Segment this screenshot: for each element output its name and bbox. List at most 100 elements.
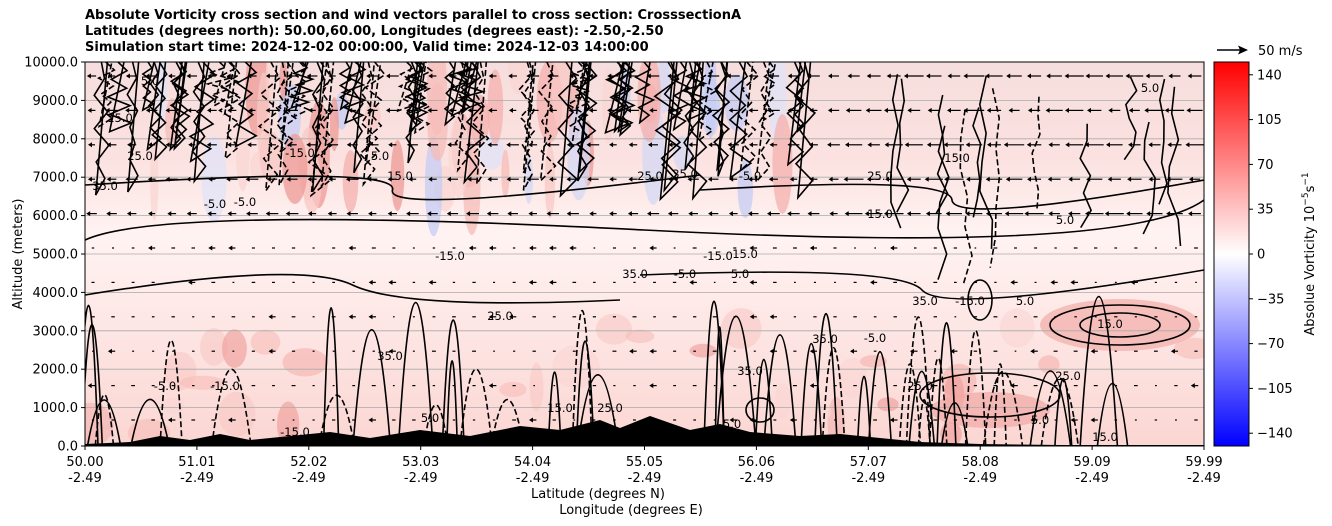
- wind-vector-head: [944, 176, 949, 182]
- wind-vector-head: [749, 245, 754, 251]
- wind-vector-head: [950, 348, 955, 354]
- wind-vector-head: [1190, 383, 1195, 389]
- wind-vector-head: [947, 73, 952, 79]
- wind-vector-head: [1003, 142, 1008, 148]
- contour-line: [234, 62, 258, 148]
- wind-vector-head: [865, 107, 870, 113]
- contour-line: [982, 370, 1024, 446]
- contour-line: [1031, 96, 1041, 210]
- wind-vector-head: [207, 211, 212, 217]
- x-tick-label-lon: -2.49: [963, 471, 997, 486]
- wind-vector-head: [1104, 211, 1109, 217]
- wind-vector-head: [1048, 142, 1053, 148]
- wind-vector-head: [667, 107, 672, 113]
- wind-vector-head: [286, 107, 291, 113]
- vorticity-patch: [259, 131, 283, 183]
- colorbar-ticks: 140 105 70 35 0 −35 −70 −105 −140: [1249, 68, 1293, 442]
- wind-vector-head: [566, 176, 571, 182]
- wind-vector-head: [904, 142, 909, 148]
- vorticity-patch: [508, 62, 528, 94]
- contour-line: [908, 370, 936, 446]
- vorticity-patch: [737, 159, 754, 218]
- wind-vector-head: [687, 176, 692, 182]
- vorticity-patch: [200, 328, 228, 366]
- contour-line: [714, 326, 725, 446]
- contour-line: [318, 394, 356, 446]
- wind-vector-head: [208, 245, 213, 251]
- wind-vector-head: [227, 211, 232, 217]
- wind-vector-head: [508, 73, 513, 79]
- wind-vector-head: [549, 279, 554, 285]
- contour-label: 35.0: [92, 179, 118, 193]
- contour-line: [471, 62, 490, 185]
- wind-vector-head: [1065, 107, 1069, 113]
- title-line-3: Simulation start time: 2024-12-02 00:00:…: [85, 40, 649, 55]
- wind-vector-head: [105, 107, 110, 113]
- contour-line: [441, 319, 465, 446]
- contour-line: [653, 62, 682, 202]
- wind-vector-head: [809, 142, 813, 148]
- wind-vector-head: [327, 211, 332, 217]
- y-tick-label: 2000.0: [33, 363, 79, 378]
- x-tick-label-lat: 55.05: [626, 455, 663, 470]
- contour-line: [668, 62, 691, 132]
- colorbar-tick-label: −105: [1257, 382, 1293, 397]
- wind-vector-head: [506, 142, 511, 148]
- contour-line: [364, 62, 387, 167]
- wind-vector-head: [207, 73, 212, 79]
- vorticity-patch: [342, 150, 359, 213]
- wind-vector-head: [287, 142, 292, 148]
- wind-vector-head: [188, 279, 193, 285]
- wind-vector-head: [346, 142, 351, 148]
- wind-vector-head: [689, 279, 694, 285]
- contour-line: [889, 74, 902, 229]
- wind-vector-head: [488, 73, 493, 79]
- wind-vector-head: [265, 211, 270, 217]
- wind-vector-head: [528, 279, 533, 285]
- wind-vector-head: [890, 245, 895, 251]
- colorbar-tick-label: −140: [1257, 427, 1293, 442]
- wind-vector-head: [907, 107, 912, 113]
- wind-vector-head: [688, 142, 693, 148]
- vorticity-patch: [499, 381, 527, 398]
- contour-line: [898, 363, 922, 446]
- contour-line: [814, 312, 838, 446]
- contour-label: 5.0: [1016, 294, 1034, 308]
- wind-vector-head: [228, 417, 233, 423]
- wind-vector-head: [926, 142, 931, 148]
- wind-vector-head: [629, 348, 634, 354]
- wind-vector-head: [268, 348, 273, 354]
- y-tick-label: 10000.0: [24, 56, 78, 71]
- wind-vector-head: [845, 107, 850, 113]
- contour-line: [352, 328, 392, 446]
- wind-vector-head: [985, 73, 990, 79]
- vorticity-patch: [999, 308, 1035, 348]
- wind-vector-head: [168, 73, 173, 79]
- contour-label: 25.0: [637, 169, 663, 183]
- contour-line: [793, 62, 817, 201]
- wind-vector-head: [789, 417, 794, 423]
- contour-line: [320, 62, 335, 188]
- wind-vector-head: [328, 73, 333, 79]
- wind-vector-head: [208, 176, 213, 182]
- wind-vector-head: [1166, 176, 1171, 182]
- wind-vector-head: [1166, 211, 1171, 217]
- wind-vector-head: [827, 107, 832, 113]
- wind-vector-head: [748, 176, 753, 182]
- wind-vector-head: [248, 107, 253, 113]
- wind-vector-head: [668, 176, 673, 182]
- vorticity-patch: [282, 348, 328, 377]
- x-tick-label-lat: 58.08: [962, 455, 999, 470]
- colorbar-tick-label: 35: [1257, 203, 1274, 218]
- wind-vector-head: [147, 176, 152, 182]
- wind-vector-head: [368, 314, 373, 320]
- vorticity-patch: [179, 375, 225, 390]
- wind-vector-head: [569, 73, 574, 79]
- x-tick-label-lat: 56.06: [738, 455, 775, 470]
- contour-line: [821, 346, 846, 446]
- wind-vector-head: [1064, 73, 1069, 79]
- wind-vector-head: [387, 176, 392, 182]
- wind-vector-head: [388, 348, 393, 354]
- wind-vector-head: [945, 211, 950, 217]
- contour-line: [1158, 78, 1168, 205]
